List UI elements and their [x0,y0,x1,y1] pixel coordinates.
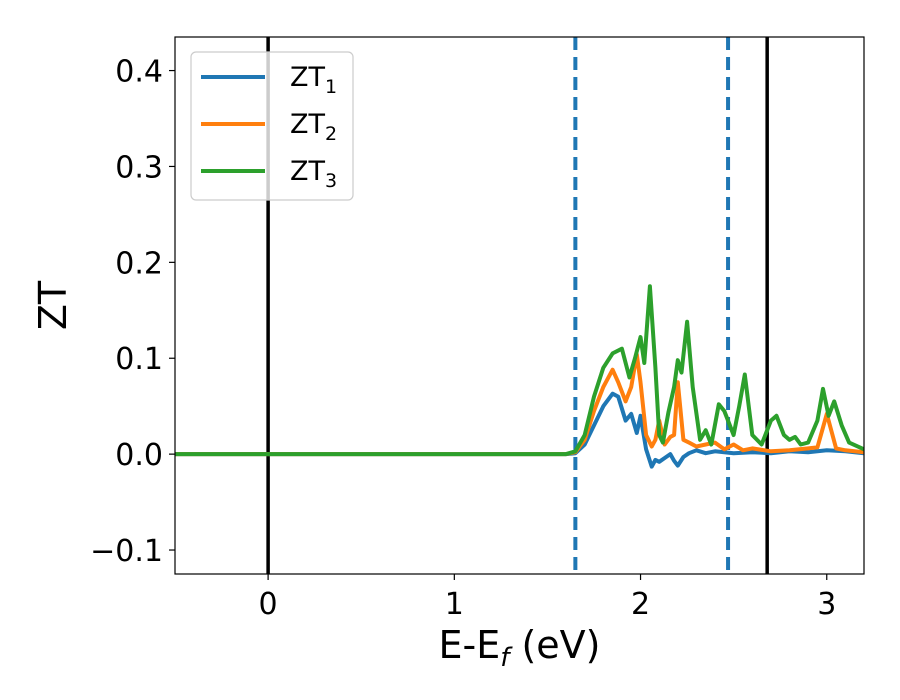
x-axis-title-main: E-E [439,623,501,667]
legend-label-main: ZT [290,109,325,140]
y-tick-label: 0.3 [115,150,163,185]
legend-label: ZT2 [290,109,337,145]
y-tick-label: 0.0 [115,438,163,473]
legend-label: ZT3 [290,156,337,192]
x-tick-label: 1 [445,587,464,622]
plot-frame [174,36,865,575]
legend-label: ZT1 [290,62,337,98]
legend-box [190,51,354,201]
y-tick-label: 0.2 [115,246,163,281]
x-tick-label: 2 [631,587,650,622]
legend-label-subscript: 2 [325,123,337,145]
legend-label-subscript: 3 [325,170,337,192]
y-axis: −0.1 0.0 0.1 0.2 0.3 0.4 [90,55,175,569]
series-line-zt2 [175,352,864,457]
series-line-zt1 [175,391,864,469]
x-tick-label: 3 [817,587,836,622]
series-layer [175,284,864,469]
x-axis-title: E-Ef (eV) [439,623,601,673]
y-tick-label: −0.1 [90,534,163,569]
x-axis-title-unit: (eV) [509,623,600,667]
y-tick-label: 0.1 [115,342,163,377]
legend-label-main: ZT [290,156,325,187]
series-line-zt3 [175,284,864,457]
y-axis-title: ZT [31,280,75,330]
legend-label-subscript: 1 [325,76,337,98]
y-tick-label: 0.4 [115,55,163,90]
x-tick-label: 0 [259,587,278,622]
legend-label-main: ZT [290,62,325,93]
x-axis: 0 1 2 3 [259,574,836,622]
